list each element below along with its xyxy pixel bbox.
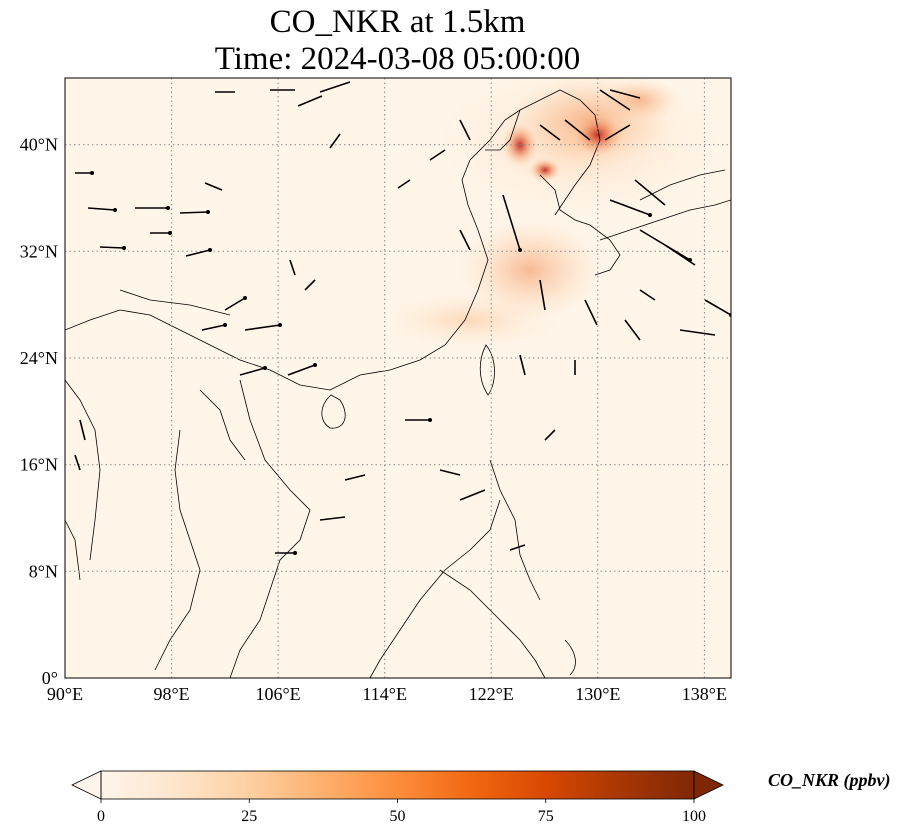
colorbar-extend-low [71,770,102,800]
colorbar-gradient [101,771,694,799]
map-title-line2: Time: 2024-03-08 05:00:00 [214,41,581,77]
colorbar-tick-label: 50 [390,808,406,825]
colorbar-label: CO_NKR (ppbv) [768,770,891,790]
colorbar-extend-high [693,770,724,800]
map-frame [64,77,732,679]
colorbar: 0 25 50 75 100 [71,770,724,825]
lon-tick-label: 122°E [469,684,514,704]
map-panel [65,78,731,678]
lat-tick-label: 32°N [20,241,58,261]
colorbar-tick-label: 75 [538,808,554,825]
lon-tick-label: 114°E [362,684,407,704]
lat-tick-label: 0° [42,668,58,688]
lat-tick-label: 8°N [29,561,58,581]
co-concentration-field [380,78,720,350]
lon-tick-label: 90°E [47,684,83,704]
lon-tick-label: 130°E [575,684,620,704]
lat-tick-label: 40°N [20,135,58,155]
colorbar-tick-label: 100 [682,808,706,825]
coastlines [65,89,731,678]
longitude-axis: 90°E 98°E 106°E 114°E 122°E 130°E 138°E [47,684,727,704]
latitude-axis: 0° 8°N 16°N 24°N 32°N 40°N [20,135,58,688]
lon-tick-label: 138°E [682,684,727,704]
colorbar-tick-label: 0 [97,808,105,825]
lon-tick-label: 106°E [255,684,300,704]
colorbar-tick-label: 25 [241,808,257,825]
lat-tick-label: 16°N [20,455,58,475]
gridlines [65,78,731,678]
map-title-line1: CO_NKR at 1.5km [269,4,526,40]
wind-vector-heads [90,171,731,555]
lat-tick-label: 24°N [20,348,58,368]
lon-tick-label: 98°E [153,684,189,704]
